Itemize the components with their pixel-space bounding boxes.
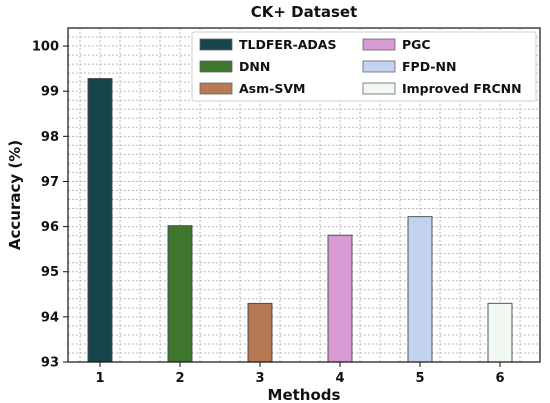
x-tick-label-3: 3	[255, 371, 264, 386]
legend-label-tldfer-adas: TLDFER-ADAS	[239, 37, 337, 52]
y-tick-label-98: 98	[41, 130, 59, 145]
x-tick-label-4: 4	[335, 371, 344, 386]
y-tick-label-94: 94	[41, 310, 59, 325]
x-tick-label-1: 1	[95, 371, 104, 386]
x-axis-label: Methods	[268, 386, 341, 403]
bars-layer	[87, 78, 513, 363]
y-tick-label-99: 99	[41, 85, 59, 100]
x-tick-label-2: 2	[175, 371, 184, 386]
y-tick-label-93: 93	[41, 356, 59, 371]
bar-pgc	[327, 234, 353, 363]
bar-improved-frcnn	[487, 302, 513, 363]
legend-swatch-fpd-nn	[362, 60, 396, 73]
y-axis-label: Accuracy (%)	[6, 140, 24, 250]
legend-swatch-dnn	[199, 60, 233, 73]
bar-tldfer-adas	[87, 78, 113, 363]
legend-swatch-tldfer-adas	[199, 38, 233, 51]
plot-border	[67, 27, 541, 363]
bar-dnn	[167, 225, 193, 363]
legend-swatch-asm-svm	[199, 82, 233, 95]
axes-layer: 93 94 95 96 97 98 99 100 1 2 3 4 5 6	[32, 27, 541, 386]
y-tick-label-96: 96	[41, 220, 59, 235]
legend-swatch-improved-frcnn	[362, 82, 396, 95]
x-tick-label-5: 5	[415, 371, 424, 386]
bar-fpd-nn	[407, 216, 433, 363]
legend-label-fpd-nn: FPD-NN	[402, 59, 456, 74]
x-tick-label-6: 6	[495, 371, 504, 386]
legend-label-dnn: DNN	[239, 59, 270, 74]
legend: TLDFER-ADAS DNN Asm-SVM PGC FPD-NN Improved F…	[191, 31, 537, 102]
legend-swatch-pgc	[362, 38, 396, 51]
chart-title: CK+ Dataset	[251, 3, 358, 21]
y-tick-label-100: 100	[32, 40, 59, 55]
bar-asm-svm	[247, 302, 273, 363]
y-tick-label-97: 97	[41, 175, 59, 190]
y-tick-label-95: 95	[41, 265, 59, 280]
legend-label-pgc: PGC	[402, 37, 431, 52]
legend-label-asm-svm: Asm-SVM	[239, 81, 305, 96]
legend-label-improved-frcnn: Improved FRCNN	[402, 81, 522, 96]
